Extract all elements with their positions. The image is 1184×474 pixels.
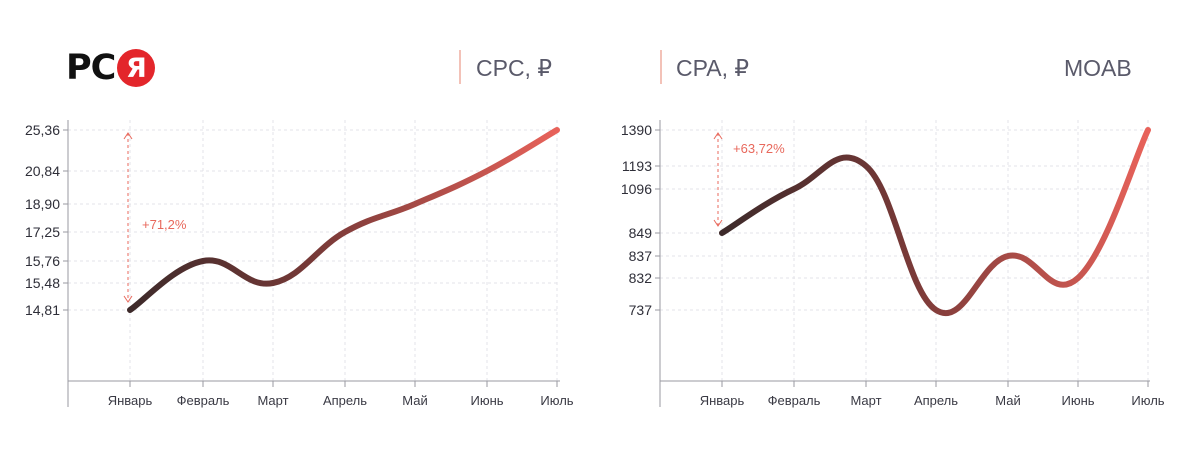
- logo-badge: Я: [117, 49, 156, 87]
- x-tick-label: Январь: [700, 393, 745, 408]
- arrow-head-down: [713, 219, 723, 227]
- x-tick-label: Апрель: [914, 393, 958, 408]
- x-tick-label: Июнь: [470, 393, 503, 408]
- x-tick-label: Январь: [108, 393, 153, 408]
- arrow-head-up: [123, 132, 133, 140]
- x-tick-label: Июнь: [1061, 393, 1094, 408]
- series-line: [719, 127, 1151, 316]
- y-tick-label: 737: [629, 302, 653, 318]
- y-tick-label: 15,48: [25, 275, 60, 291]
- brand-header: MOAB: [1064, 55, 1132, 81]
- y-tick-label: 837: [629, 248, 653, 264]
- x-tick-label: Март: [257, 393, 288, 408]
- arrow-head-up: [713, 132, 723, 140]
- y-tick-label: 14,81: [25, 302, 60, 318]
- logo-text: PC: [66, 47, 116, 88]
- chart-0: 25,36 20,84 18,90 17,25 15,76 15,48 14,81 Январ…: [25, 120, 574, 408]
- x-tick-label: Май: [402, 393, 427, 408]
- y-tick-label: 20,84: [25, 163, 60, 179]
- logo: PC Я: [66, 47, 156, 88]
- arrow-head-down: [123, 295, 133, 303]
- x-tick-label: Май: [995, 393, 1020, 408]
- growth-annotation: +71,2%: [142, 217, 187, 232]
- cpc-header: CPC, ₽: [476, 55, 552, 81]
- cpa-header: CPA, ₽: [676, 55, 749, 81]
- y-tick-label: 1193: [622, 158, 652, 174]
- y-tick-label: 15,76: [25, 253, 60, 269]
- chart-1: 1390 1193 1096 849 837 832 737 Январь Февраль Мар…: [621, 120, 1165, 408]
- cpa-header-bar: [660, 50, 662, 84]
- y-tick-label: 849: [629, 225, 653, 241]
- x-tick-label: Апрель: [323, 393, 367, 408]
- cpc-header-bar: [459, 50, 461, 84]
- x-tick-label: Июль: [540, 393, 573, 408]
- x-tick-label: Февраль: [768, 393, 821, 408]
- y-tick-label: 832: [629, 270, 653, 286]
- y-tick-label: 25,36: [25, 122, 60, 138]
- y-tick-label: 18,90: [25, 196, 60, 212]
- y-tick-label: 17,25: [25, 224, 60, 240]
- growth-annotation: +63,72%: [733, 141, 785, 156]
- series-line: [127, 127, 560, 313]
- x-tick-label: Июль: [1131, 393, 1164, 408]
- y-tick-label: 1390: [621, 122, 652, 138]
- y-tick-label: 1096: [621, 181, 652, 197]
- x-tick-label: Февраль: [177, 393, 230, 408]
- x-tick-label: Март: [850, 393, 881, 408]
